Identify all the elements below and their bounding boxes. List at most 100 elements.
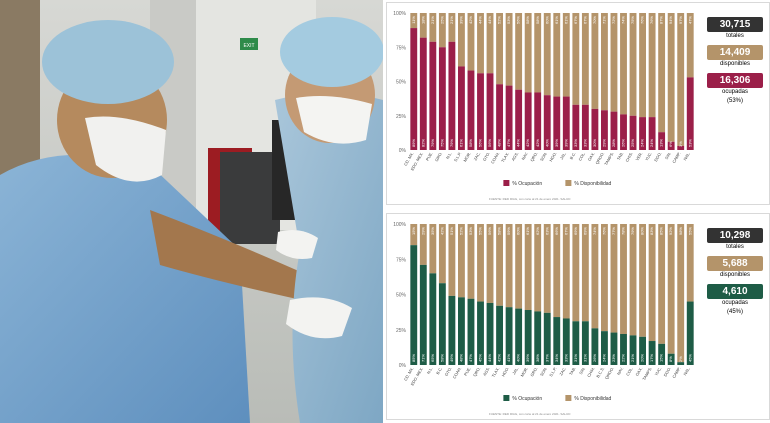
data-label-occupied: 41% <box>506 354 511 362</box>
stat-occupied-label: ocupadas <box>721 89 749 95</box>
data-label-occupied: 2% <box>678 356 683 362</box>
bar-available <box>505 224 513 308</box>
bar-occupied <box>658 132 666 150</box>
bar-occupied <box>658 343 666 365</box>
y-tick-label: 50% <box>396 293 407 299</box>
bar-available <box>486 224 494 303</box>
y-tick-label: 0% <box>399 363 407 369</box>
y-tick-label: 100% <box>393 11 406 17</box>
bar-occupied <box>572 104 580 150</box>
bar-occupied <box>505 85 513 150</box>
data-label-available: 94% <box>668 16 673 24</box>
bar-occupied <box>505 307 513 365</box>
data-label-available: 47% <box>687 16 692 24</box>
right-worker-cap <box>280 17 383 87</box>
data-label-available: 87% <box>659 16 664 24</box>
bar-occupied <box>629 115 637 150</box>
y-tick-label: 75% <box>396 257 407 263</box>
stat-available-label: disponibles <box>719 272 751 278</box>
data-label-available: 15% <box>411 227 416 235</box>
x-tick-label: JAL. <box>511 366 519 375</box>
bar-occupied <box>515 89 523 150</box>
stat-total-value: 30,715 <box>707 17 763 32</box>
data-label-available: 74% <box>592 227 597 235</box>
data-label-occupied: 37% <box>544 354 549 362</box>
bar-occupied <box>534 92 542 150</box>
x-tick-label: SIN. <box>578 366 586 375</box>
bar-available <box>458 13 465 67</box>
x-tick-label: YUC. <box>653 366 662 377</box>
legend-swatch-available <box>565 180 572 186</box>
data-label-occupied: 45% <box>687 354 692 362</box>
bar-occupied <box>553 96 561 150</box>
bar-occupied <box>562 318 570 365</box>
bar-occupied <box>524 310 532 365</box>
bar-occupied <box>515 308 523 365</box>
data-label-occupied: 33% <box>563 354 568 362</box>
x-tick-label: COL. <box>577 151 586 162</box>
bar-occupied <box>667 353 675 365</box>
x-tick-label: AGS. <box>482 366 491 377</box>
bar-available <box>591 13 599 109</box>
data-label-available: 58% <box>525 16 530 24</box>
data-label-occupied: 22% <box>621 354 626 362</box>
bar-available <box>543 224 551 313</box>
bar-available <box>524 13 532 93</box>
data-label-available: 18% <box>420 16 425 24</box>
data-label-available: 53% <box>506 16 511 24</box>
bar-occupied <box>572 321 580 365</box>
y-tick-label: 0% <box>399 148 407 154</box>
bar-available <box>572 13 580 105</box>
bar-occupied <box>496 305 503 365</box>
bar-occupied <box>601 110 608 150</box>
x-tick-label: B.C. <box>568 151 576 160</box>
data-label-occupied: 75% <box>439 139 444 147</box>
bar-occupied <box>677 145 685 150</box>
data-label-available: 25% <box>439 16 444 24</box>
x-tick-label: CHIS. <box>624 151 634 163</box>
stat-total: 10,298 totales <box>707 228 763 252</box>
stat-occupied-pct: (53%) <box>726 98 743 104</box>
data-label-occupied: 24% <box>601 354 606 362</box>
data-label-occupied: 8% <box>668 356 673 362</box>
trash-can <box>220 152 280 244</box>
bar-occupied <box>601 331 608 365</box>
left-worker-arm <box>150 210 330 305</box>
data-label-available: 71% <box>601 16 606 24</box>
bar-available <box>534 13 542 93</box>
bar-available <box>448 13 456 42</box>
bar-occupied <box>419 37 427 150</box>
x-tick-label: MOR. <box>519 366 529 378</box>
data-label-available: 61% <box>563 16 568 24</box>
x-tick-label: JAL. <box>559 151 567 160</box>
x-tick-label: DGO. <box>663 366 672 377</box>
left-worker-cap <box>42 20 174 104</box>
bar-occupied <box>677 362 685 365</box>
data-label-occupied: 42% <box>497 354 502 362</box>
bar-available <box>677 13 685 146</box>
legend-swatch-available <box>565 395 572 401</box>
bar-available <box>438 224 446 284</box>
bar-occupied <box>648 341 656 365</box>
data-label-available: 67% <box>582 16 587 24</box>
data-label-occupied: 38% <box>535 354 540 362</box>
data-label-available: 55% <box>687 227 692 235</box>
data-label-available: 44% <box>487 16 492 24</box>
data-label-occupied: 53% <box>687 139 692 147</box>
bar-occupied <box>496 84 503 150</box>
bar-available <box>667 13 675 142</box>
bar-available <box>419 13 427 38</box>
bar-available <box>686 13 694 78</box>
x-tick-label: TLAX. <box>500 151 510 163</box>
data-label-occupied: 47% <box>468 354 473 362</box>
bar-available <box>515 224 523 309</box>
data-label-available: 85% <box>659 227 664 235</box>
data-label-occupied: 23% <box>611 354 616 362</box>
data-label-occupied: 42% <box>525 139 530 147</box>
data-label-occupied: 24% <box>640 139 645 147</box>
data-label-occupied: 21% <box>630 354 635 362</box>
bar-occupied <box>524 92 532 150</box>
bar-occupied <box>610 332 618 365</box>
x-tick-label: CD. MX. <box>403 151 415 167</box>
x-tick-label: SON. <box>539 366 548 377</box>
